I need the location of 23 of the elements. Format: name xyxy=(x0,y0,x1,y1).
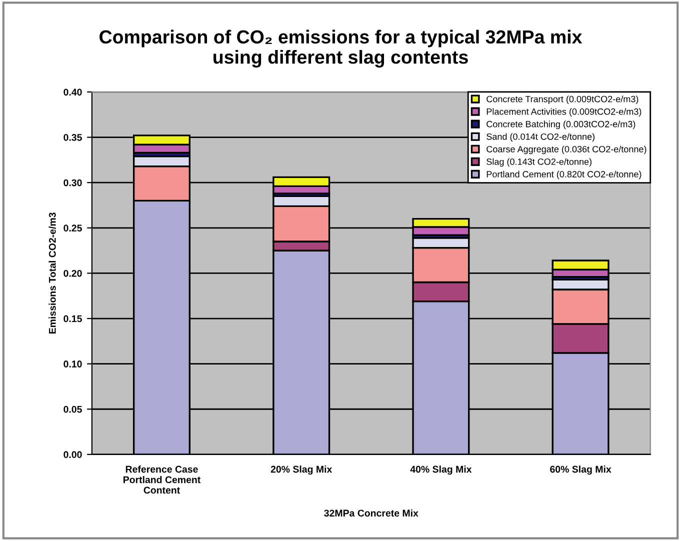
x-tick-label: 20% Slag Mix xyxy=(270,466,332,475)
legend-label: Coarse Aggregate (0.036t CO2-e/tonne) xyxy=(486,146,646,154)
legend-label: Sand (0.014t CO2-e/tonne) xyxy=(486,133,595,142)
y-tick-label: 0.35 xyxy=(64,134,82,141)
y-tick-label: 0.40 xyxy=(64,88,82,96)
y-tick-label: 0.25 xyxy=(64,224,82,232)
chart-title: Comparison of CO₂ emissions for a typical 32MPa mix using different slag contents xyxy=(100,30,582,68)
y-tick-label: 0.20 xyxy=(64,270,82,277)
y-tick-label: 0.15 xyxy=(64,315,82,322)
y-tick-label: 0.05 xyxy=(64,406,82,413)
x-tick-label: 40% Slag Mix xyxy=(410,466,472,475)
legend-label: Slag (0.143t CO2-e/tonne) xyxy=(486,158,592,167)
y-tick-label: 0.30 xyxy=(64,179,82,186)
y-axis-title: Emissions Total CO2-e/m3 xyxy=(48,212,56,334)
legend-label: Concrete Batching (0.003tCO2-e/m3) xyxy=(486,120,636,130)
legend-label: Placement Activities (0.009tCO2-e/m3) xyxy=(486,108,642,117)
legend-label: Portland Cement (0.820t CO2-e/tonne) xyxy=(486,170,642,180)
legend-label: Concrete Transport (0.009tCO2-e/m3) xyxy=(486,96,638,104)
x-tick-label: 60% Slag Mix xyxy=(550,466,612,475)
y-tick-label: 0.00 xyxy=(64,451,82,458)
x-axis-title: 32MPa Concrete Mix xyxy=(324,509,418,517)
x-tick-label: Reference Case Portland Cement Content xyxy=(123,466,201,494)
y-tick-label: 0.10 xyxy=(64,360,82,368)
